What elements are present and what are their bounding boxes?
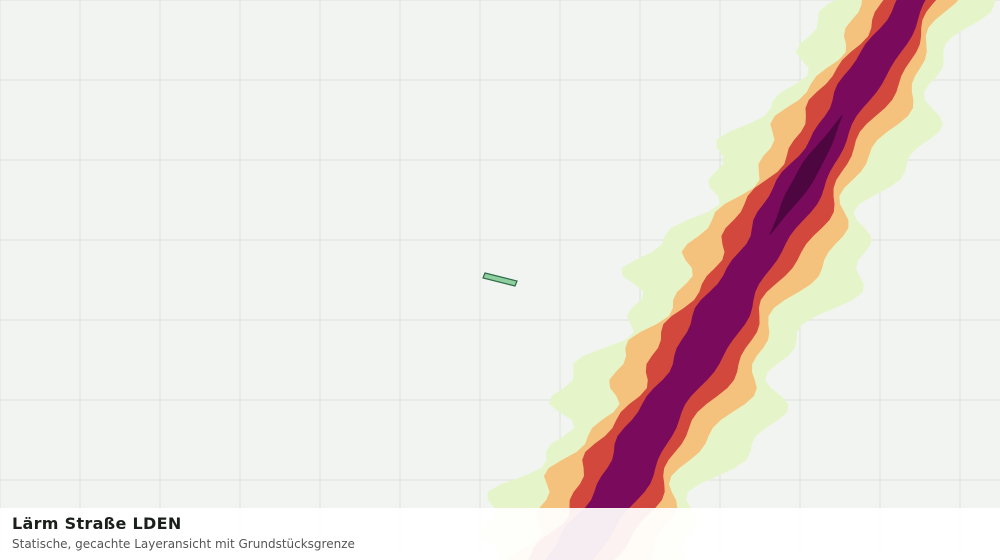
noise-band: [769, 115, 843, 235]
layer-title: Lärm Straße LDEN: [12, 514, 182, 533]
parcel-boundary: [482, 272, 518, 287]
layer-subtitle: Statische, gecachte Layeransicht mit Gru…: [12, 537, 355, 551]
legend-panel: Lärm Straße LDEN Statische, gecachte Lay…: [0, 508, 1000, 560]
noise-layer: [480, 0, 995, 560]
